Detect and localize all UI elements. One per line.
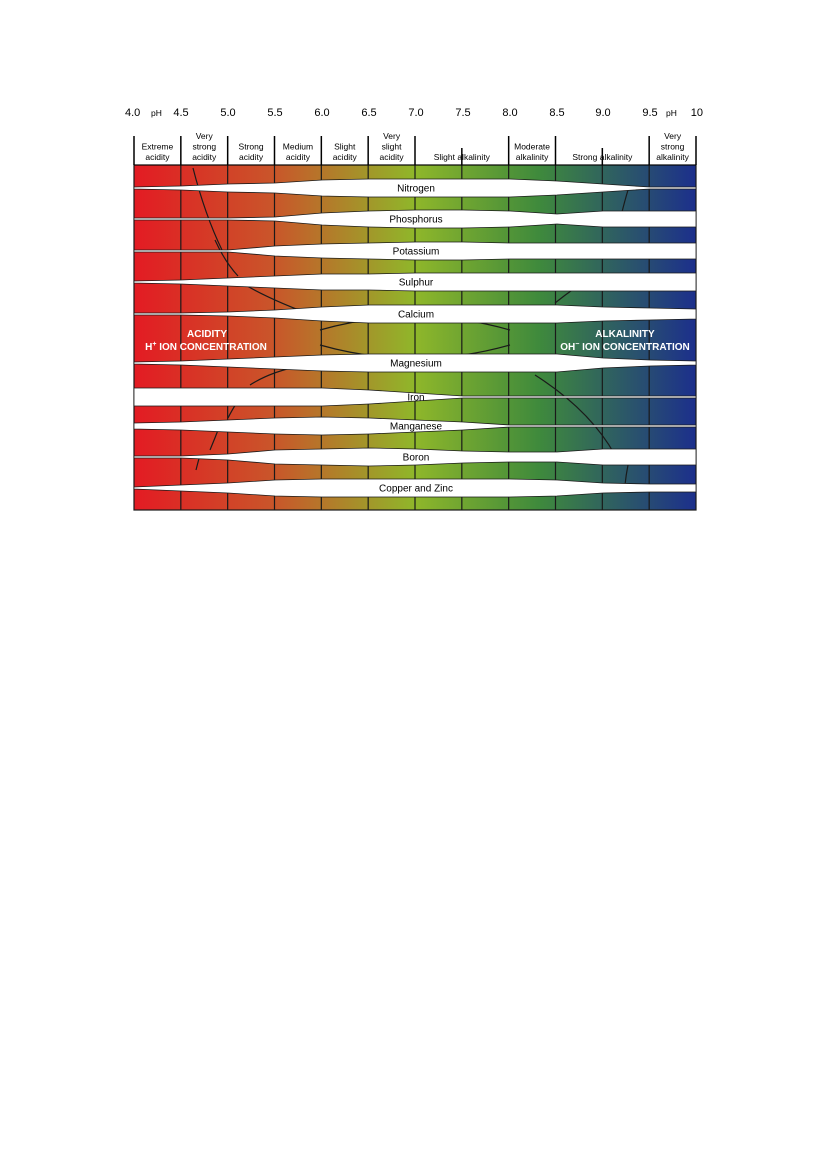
- zone-label: Very: [383, 131, 401, 141]
- header-scale: 4.0 4.5 5.0 5.5 6.0 6.5 7.0 7.5 8.0 8.5 9.0 9.5 10 pH…: [125, 107, 703, 166]
- zone-label: strong: [661, 142, 685, 152]
- curve-line: [192, 167, 223, 251]
- ph-tick-label: 8.0: [502, 107, 517, 119]
- alkalinity-subtitle: OH− ION CONCENTRATION: [560, 341, 689, 353]
- zone-label: strong: [192, 142, 216, 152]
- ph-tick-label: 4.5: [173, 107, 188, 119]
- zone-label: acidity: [192, 152, 217, 162]
- zone-label: Very: [664, 131, 682, 141]
- zone-label: alkalinity: [516, 152, 549, 162]
- zone-label: acidity: [380, 152, 405, 162]
- zone-label: Medium: [283, 142, 313, 152]
- ph-tick-label: 7.5: [455, 107, 470, 119]
- ph-tick-label: 8.5: [549, 107, 564, 119]
- zone-label: Extreme: [142, 142, 174, 152]
- zone-label: acidity: [286, 152, 311, 162]
- ph-tick-label: 6.5: [361, 107, 376, 119]
- ph-tick-label: 4.0: [125, 107, 140, 119]
- nutrient-band: [133, 272, 697, 292]
- ph-tick-label: 10: [691, 107, 703, 119]
- nutrient-band: [133, 416, 697, 436]
- nutrient-label: Manganese: [390, 422, 443, 433]
- ph-tick-label: 5.5: [267, 107, 282, 119]
- zone-label: alkalinity: [656, 152, 689, 162]
- ph-tick-label: 9.5: [642, 107, 657, 119]
- acidity-label: ACIDITY H+ ION CONCENTRATION: [145, 329, 267, 353]
- alkalinity-title: ALKALINITY: [595, 329, 655, 340]
- zone-label: Slight alkalinity: [434, 152, 491, 162]
- nutrient-label: Potassium: [393, 247, 440, 258]
- zone-label: acidity: [333, 152, 358, 162]
- curve-line: [621, 189, 629, 213]
- ph-tick-label: 7.0: [408, 107, 423, 119]
- nutrient-band: [133, 241, 697, 261]
- nutrient-band: [133, 178, 697, 198]
- nutrient-label: Nitrogen: [397, 184, 435, 195]
- nutrient-label: Iron: [407, 393, 424, 404]
- zone-label: acidity: [239, 152, 264, 162]
- nutrient-label: Copper and Zinc: [379, 484, 453, 495]
- nutrient-label: Magnesium: [390, 359, 442, 370]
- nutrient-label: Boron: [403, 453, 430, 464]
- acidity-subtitle: H+ ION CONCENTRATION: [145, 341, 267, 353]
- zone-label: slight: [382, 142, 402, 152]
- zone-label: Strong alkalinity: [572, 152, 633, 162]
- curve-line: [214, 239, 239, 277]
- zone-label: acidity: [145, 152, 170, 162]
- nutrient-band: [133, 353, 697, 373]
- curve-line: [534, 374, 616, 456]
- ph-unit-label: pH: [666, 108, 677, 118]
- acidity-title: ACIDITY: [187, 329, 227, 340]
- ph-unit-label: pH: [151, 108, 162, 118]
- ph-tick-label: 9.0: [595, 107, 610, 119]
- zone-label: Very: [196, 131, 214, 141]
- nutrient-band: [133, 387, 697, 407]
- alkalinity-label: ALKALINITY OH− ION CONCENTRATION: [560, 329, 689, 353]
- nutrient-band: [133, 209, 697, 229]
- zone-label: Moderate: [514, 142, 550, 152]
- nutrient-bands: Nitrogen Phosphorus Potassium Sulphur Calciu…: [133, 178, 697, 498]
- nutrient-band: [133, 304, 697, 324]
- ph-tick-label: 6.0: [314, 107, 329, 119]
- nutrient-band: [133, 447, 697, 467]
- ph-tick-label: 5.0: [220, 107, 235, 119]
- nutrient-label: Calcium: [398, 310, 434, 321]
- zone-label: Slight: [334, 142, 356, 152]
- nutrient-label: Phosphorus: [389, 215, 442, 226]
- nutrient-band: [133, 478, 697, 498]
- zone-label: Strong: [239, 142, 264, 152]
- nutrient-label: Sulphur: [399, 278, 434, 289]
